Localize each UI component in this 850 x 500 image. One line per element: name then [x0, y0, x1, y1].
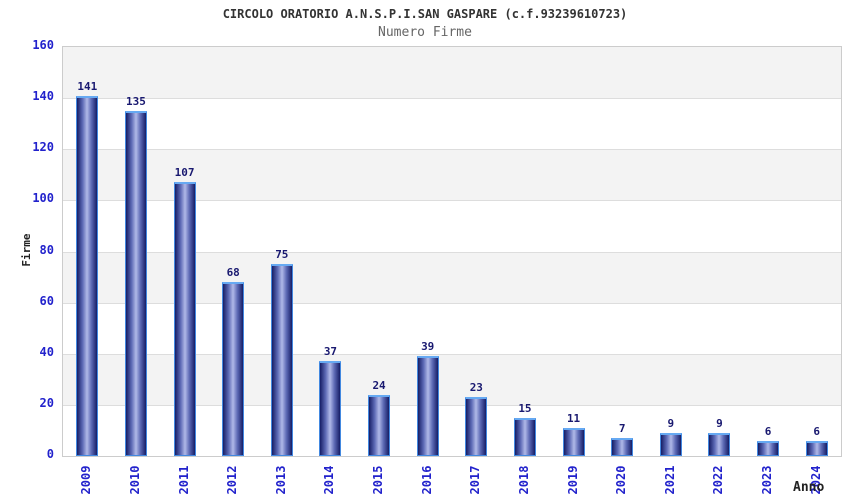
bar-value-label: 6 — [764, 425, 772, 438]
x-tick-label: 2016 — [419, 465, 434, 495]
bar — [319, 361, 342, 456]
plot-band — [63, 98, 841, 150]
bar-value-label: 15 — [518, 402, 532, 415]
bar — [222, 282, 245, 456]
y-tick-label: 40 — [39, 344, 54, 359]
x-tick-label: 2019 — [565, 465, 580, 495]
bar — [416, 356, 439, 456]
y-tick-label: 0 — [46, 447, 54, 461]
x-tick-label: 2015 — [371, 465, 386, 495]
bar-value-label: 135 — [126, 95, 146, 108]
gridline — [63, 200, 841, 202]
x-tick-label: 2010 — [127, 465, 142, 495]
bar-value-label: 6 — [813, 425, 820, 438]
x-tick-label: 2022 — [711, 465, 726, 495]
bar-value-label: 11 — [566, 412, 581, 425]
bar-value-label: 68 — [226, 266, 240, 279]
bar — [659, 433, 682, 456]
gridline — [63, 149, 841, 151]
x-tick-label: 2017 — [468, 465, 483, 495]
x-tick-label: 2014 — [322, 465, 337, 495]
bar — [124, 111, 147, 456]
plot-area: 141 135 107 68 75 37 24 39 23 15 11 7 9 9 6 6 — [62, 46, 842, 457]
bar — [562, 428, 585, 456]
y-tick-label: 100 — [32, 191, 54, 206]
y-tick-label: 60 — [39, 293, 54, 308]
bar — [465, 397, 488, 456]
bar-value-label: 37 — [323, 345, 338, 358]
bar-value-label: 39 — [421, 340, 435, 353]
y-tick-label: 160 — [32, 38, 54, 52]
bar — [513, 418, 536, 456]
x-tick-label: 2018 — [516, 465, 531, 495]
bar-value-label: 7 — [618, 422, 626, 435]
gridline — [63, 98, 841, 100]
bar — [76, 96, 99, 456]
y-tick-label: 20 — [39, 395, 54, 410]
chart-title: CIRCOLO ORATORIO A.N.S.P.I.SAN GASPARE (… — [222, 7, 628, 21]
x-tick-label: 2021 — [662, 465, 677, 495]
bar-value-label: 107 — [174, 166, 195, 179]
bar — [270, 264, 293, 456]
x-tick-label: 2009 — [79, 465, 94, 495]
bar-value-label: 9 — [667, 417, 675, 430]
bar-value-label: 24 — [372, 379, 386, 392]
plot-band — [63, 47, 841, 99]
bar-value-label: 141 — [77, 80, 98, 93]
x-tick-label: 2013 — [273, 465, 288, 495]
x-tick-label: 2012 — [225, 465, 240, 495]
bar — [708, 433, 731, 456]
bar-value-label: 9 — [716, 417, 723, 430]
bar — [805, 441, 828, 456]
x-axis-title: Anno — [793, 480, 825, 495]
y-tick-label: 140 — [32, 89, 54, 104]
gridline — [63, 404, 841, 406]
x-tick-label: 2023 — [760, 465, 775, 495]
gridline — [63, 302, 841, 304]
bar-value-label: 23 — [469, 381, 483, 394]
bar — [368, 395, 391, 456]
x-tick-label: 2020 — [614, 465, 629, 495]
chart-subtitle: Numero Firme — [378, 25, 472, 40]
gridline — [63, 251, 841, 253]
y-tick-label: 120 — [32, 140, 54, 155]
bar — [757, 441, 780, 456]
bar-value-label: 75 — [275, 248, 289, 261]
gridline — [63, 353, 841, 355]
y-tick-label: 80 — [39, 242, 54, 257]
bar — [611, 438, 634, 456]
x-tick-label: 2011 — [176, 465, 191, 495]
bar — [173, 182, 196, 456]
